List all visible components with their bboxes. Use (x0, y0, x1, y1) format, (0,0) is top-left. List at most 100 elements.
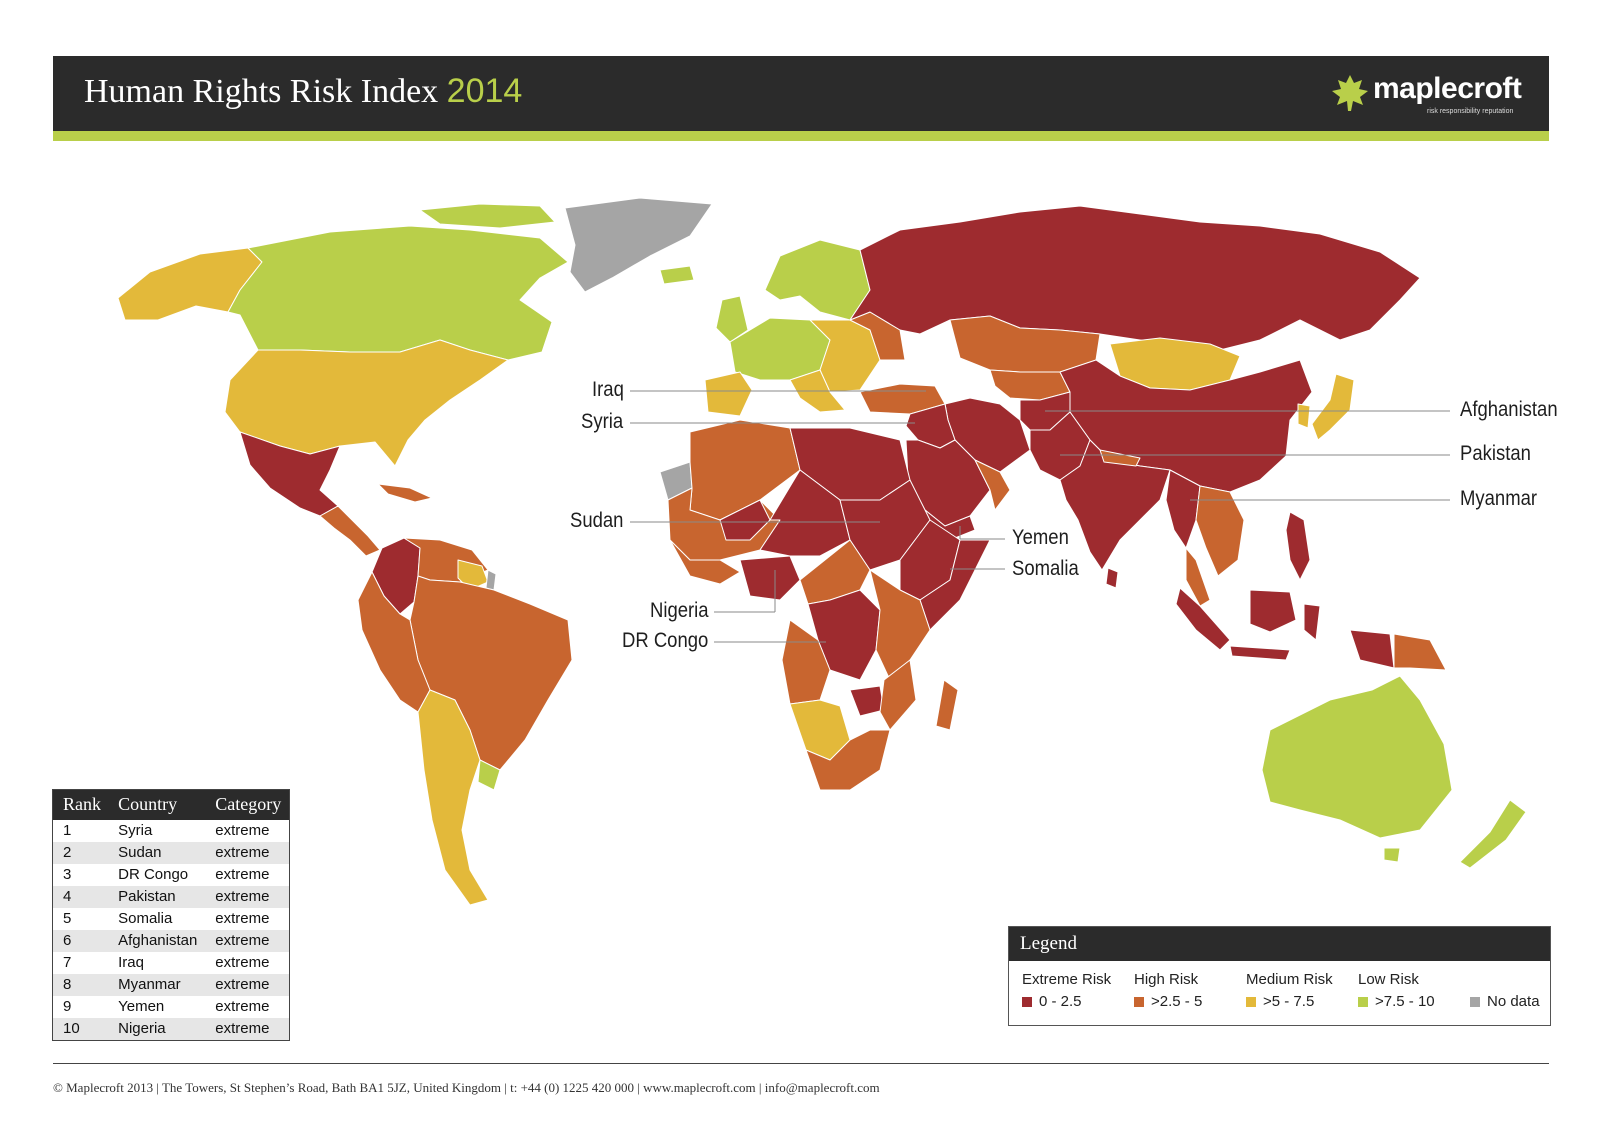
rank-cell: 10 (52, 1018, 109, 1041)
region-mozambique (879, 659, 917, 731)
legend-swatch (1022, 997, 1032, 1007)
ranking-header-row: Rank Country Category (52, 789, 290, 820)
legend-item-low: Low Risk >7.5 - 10 (1358, 971, 1468, 1010)
legend-swatch (1246, 997, 1256, 1007)
callout-nigeria: Nigeria (650, 599, 709, 622)
region-iceland (659, 265, 695, 285)
table-row: 1 Syria extreme (53, 820, 290, 842)
region-canada-arctic (419, 203, 556, 229)
region-png (1393, 633, 1447, 671)
region-nigeria (739, 555, 801, 601)
legend-swatch (1358, 997, 1368, 1007)
callout-syria: Syria (581, 410, 624, 433)
rank-cell: 3 (63, 866, 72, 883)
legend-category: Extreme Risk (1022, 971, 1112, 988)
region-tasmania (1383, 847, 1401, 863)
title-text: Human Rights Risk Index (84, 73, 439, 110)
header-accent-stripe (53, 131, 1549, 141)
region-sri-lanka (1105, 567, 1119, 589)
maplecroft-logo: maplecroft risk responsibility reputatio… (1329, 70, 1522, 118)
title-year: 2014 (446, 72, 523, 110)
region-niger-chad (759, 469, 851, 557)
legend-category: Medium Risk (1246, 971, 1333, 988)
legend-swatch (1134, 997, 1144, 1007)
callout-dr-congo: DR Congo (622, 629, 709, 652)
region-west-coast (669, 539, 741, 585)
region-malay-peninsula (1185, 547, 1211, 607)
legend-item-medium: Medium Risk >5 - 7.5 (1246, 971, 1356, 1010)
country-cell: Yemen (118, 998, 165, 1015)
table-row: 5 Somalia extreme (53, 908, 290, 930)
region-russia (849, 205, 1421, 351)
column-header-category: Category (205, 789, 290, 820)
table-row: 7 Iraq extreme (53, 952, 290, 974)
region-zimbabwe (849, 685, 885, 717)
rank-cell: 6 (52, 930, 109, 952)
page-title: Human Rights Risk Index 2014 (84, 72, 522, 111)
callout-sudan: Sudan (570, 509, 624, 532)
rank-cell: 5 (63, 910, 72, 927)
region-greenland (564, 197, 713, 293)
region-java (1229, 645, 1291, 661)
country-cell: Iraq (118, 954, 144, 971)
region-french-guiana (485, 569, 497, 591)
rank-cell: 1 (63, 822, 72, 839)
table-row: 3 DR Congo extreme (53, 864, 290, 886)
table-row: 6 Afghanistan extreme (52, 930, 290, 952)
region-india (1059, 439, 1171, 571)
footer-contact: © Maplecroft 2013 | The Towers, St Steph… (53, 1080, 880, 1095)
rank-cell: 7 (63, 954, 72, 971)
region-uruguay (477, 759, 501, 791)
region-new-zealand (1459, 799, 1527, 869)
legend-range: >5 - 7.5 (1263, 993, 1315, 1010)
region-papua-indonesia (1349, 629, 1395, 669)
category-cell: extreme (215, 910, 270, 927)
category-cell: extreme (215, 954, 270, 971)
world-map (117, 197, 1527, 906)
region-indochina (1195, 485, 1245, 577)
country-cell: Myanmar (108, 974, 206, 996)
callout-somalia: Somalia (1012, 557, 1079, 580)
header-bar: Human Rights Risk Index 2014 maplecroft … (53, 56, 1549, 131)
callout-yemen: Yemen (1012, 526, 1069, 549)
country-cell: Syria (118, 822, 153, 839)
table-row: 8 Myanmar extreme (52, 974, 290, 996)
table-row: 10 Nigeria extreme (52, 1018, 290, 1041)
region-scandinavia (764, 239, 871, 321)
callout-pakistan: Pakistan (1460, 442, 1531, 465)
country-cell: Afghanistan (108, 930, 206, 952)
map-legend: Legend Extreme Risk 0 - 2.5 High Risk >2… (1008, 926, 1551, 1026)
rank-cell: 9 (63, 998, 72, 1015)
rank-cell: 8 (52, 974, 109, 996)
region-mexico (239, 431, 341, 517)
region-sumatra (1175, 587, 1231, 651)
column-header-rank: Rank (52, 789, 109, 820)
callout-leader-lines (630, 390, 1450, 643)
region-iberia (704, 371, 753, 417)
ranking-table: Rank Country Category 1 Syria extreme 2 Sud… (52, 789, 290, 1041)
callout-afghanistan: Afghanistan (1460, 398, 1558, 421)
region-southern-cone (417, 689, 489, 906)
region-uk (715, 295, 749, 343)
category-cell: extreme (205, 886, 290, 908)
category-cell: extreme (215, 866, 270, 883)
table-row: 2 Sudan extreme (52, 842, 290, 864)
region-madagascar (935, 679, 959, 731)
region-korea (1297, 403, 1311, 429)
footer-divider (53, 1063, 1549, 1064)
table-row: 4 Pakistan extreme (52, 886, 290, 908)
callout-myanmar: Myanmar (1460, 487, 1538, 510)
region-caribbean (377, 483, 433, 503)
legend-range: >7.5 - 10 (1375, 993, 1435, 1010)
legend-range: 0 - 2.5 (1039, 993, 1082, 1010)
legend-category: High Risk (1134, 971, 1199, 988)
region-philippines (1285, 511, 1311, 581)
country-cell: Nigeria (108, 1018, 206, 1041)
legend-category: Low Risk (1358, 971, 1419, 988)
region-mali (719, 499, 771, 541)
category-cell: extreme (205, 930, 290, 952)
rank-cell: 2 (52, 842, 109, 864)
legend-item-extreme: Extreme Risk 0 - 2.5 (1022, 971, 1132, 1010)
category-cell: extreme (215, 998, 270, 1015)
rank-cell: 4 (52, 886, 109, 908)
